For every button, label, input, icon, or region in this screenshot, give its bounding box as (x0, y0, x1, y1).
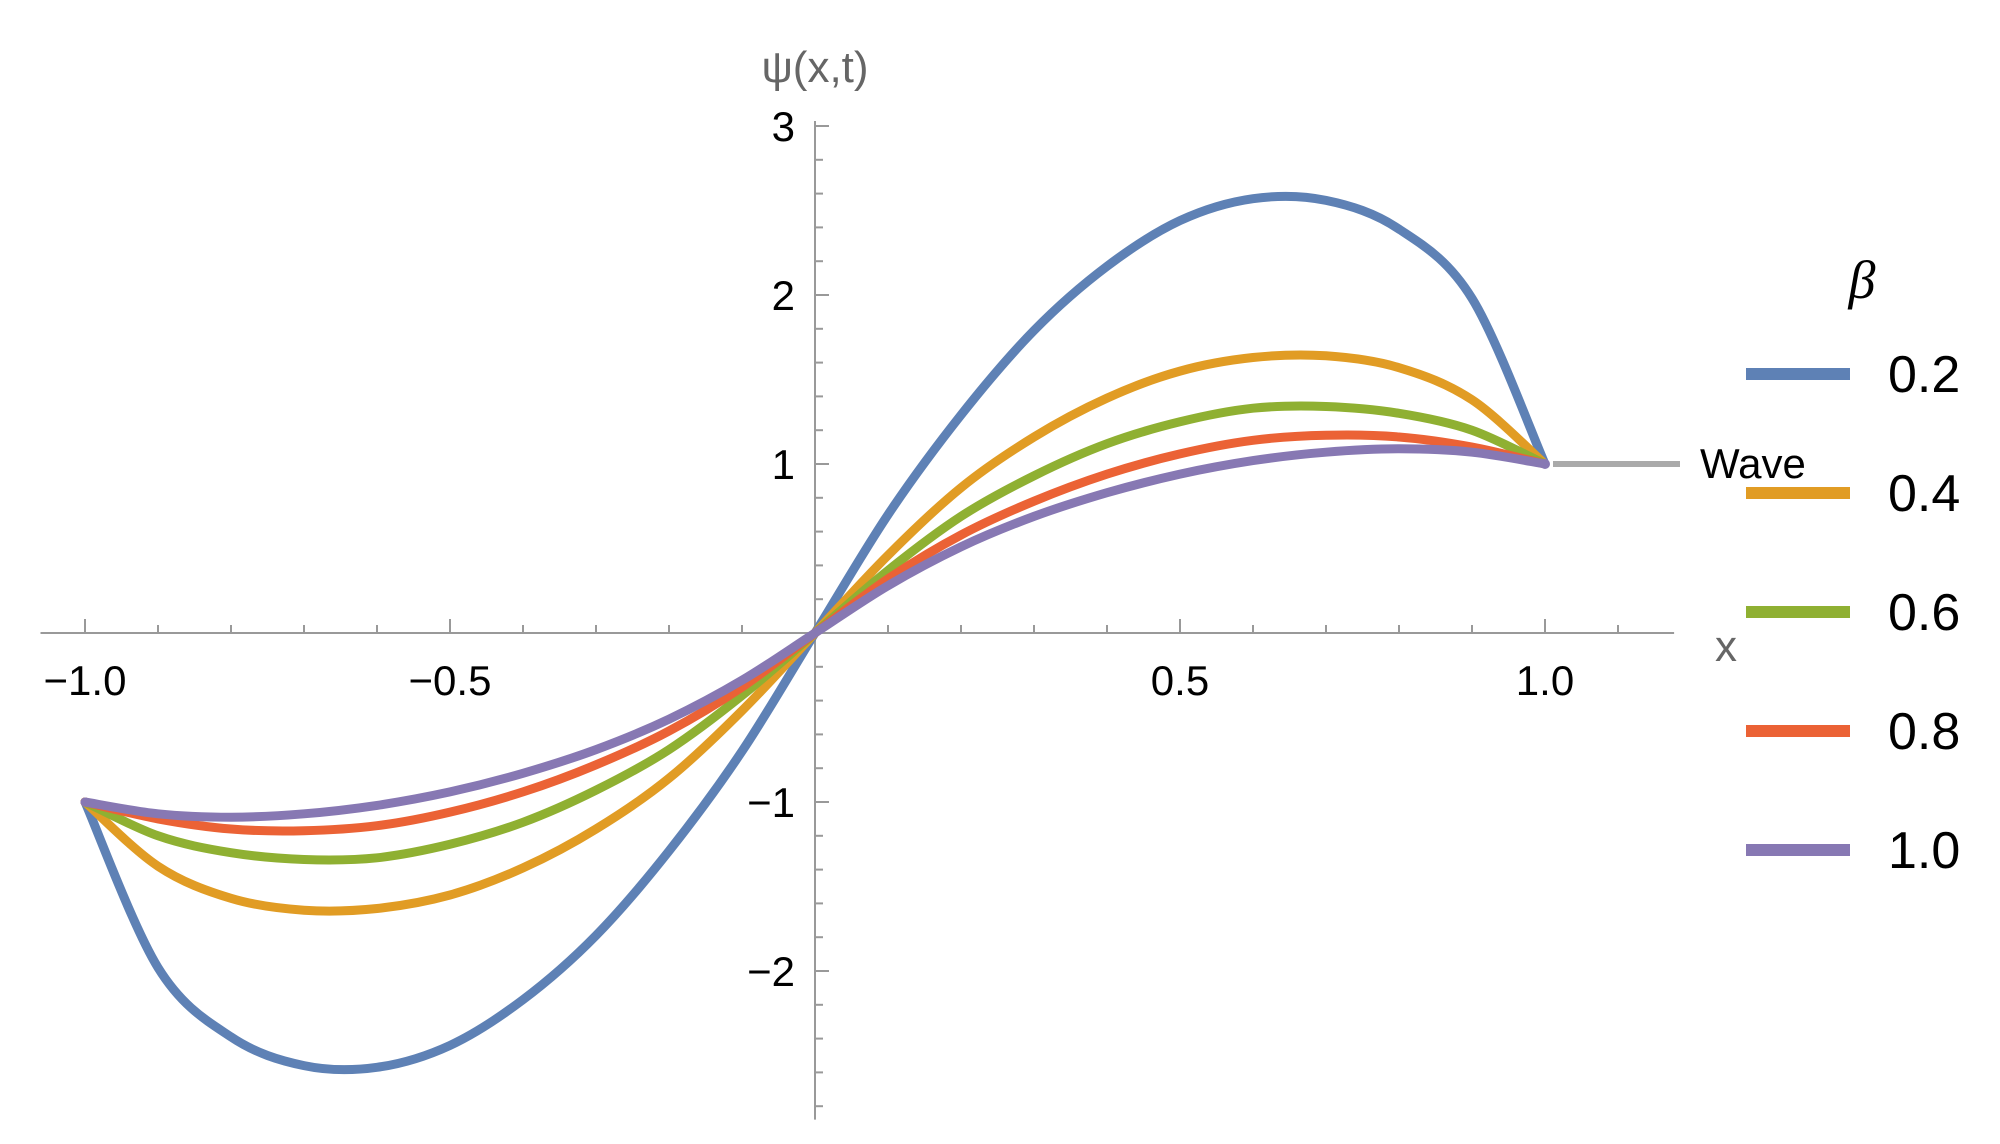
legend: β0.2 0.4 0.6 0.8 1.0 (1746, 250, 1960, 880)
x-tick-label: −0.5 (409, 657, 492, 704)
legend-label-0-4: 0.4 (1888, 465, 1960, 523)
annotation-layer: Wave (1540, 440, 1806, 487)
legend-label-1-0: 1.0 (1888, 822, 1960, 880)
legend-title: β (1848, 250, 1876, 310)
x-tick-label: 0.5 (1151, 657, 1209, 704)
y-tick-label: 1 (772, 441, 795, 488)
series-layer (80, 191, 1550, 1075)
y-tick-label: −2 (747, 948, 795, 995)
y-tick-label: 3 (772, 103, 795, 150)
annotation-point (1540, 459, 1550, 469)
x-tick-label: 1.0 (1516, 657, 1574, 704)
annotation-label: Wave (1700, 440, 1806, 487)
x-tick-label: −1.0 (44, 657, 127, 704)
y-tick-label: −1 (747, 779, 795, 826)
y-tick-label: 2 (772, 272, 795, 319)
series-line-1-0 (80, 444, 1550, 822)
x-axis-label: x (1715, 622, 1737, 671)
legend-label-0-8: 0.8 (1888, 703, 1960, 761)
axes: −1.0 −0.5 0.5 1.0 −2 −1 1 2 3 x ψ(x,t) (40, 43, 1737, 1120)
legend-label-0-2: 0.2 (1888, 346, 1960, 404)
y-axis-label: ψ(x,t) (761, 43, 868, 92)
legend-label-0-6: 0.6 (1888, 584, 1960, 642)
